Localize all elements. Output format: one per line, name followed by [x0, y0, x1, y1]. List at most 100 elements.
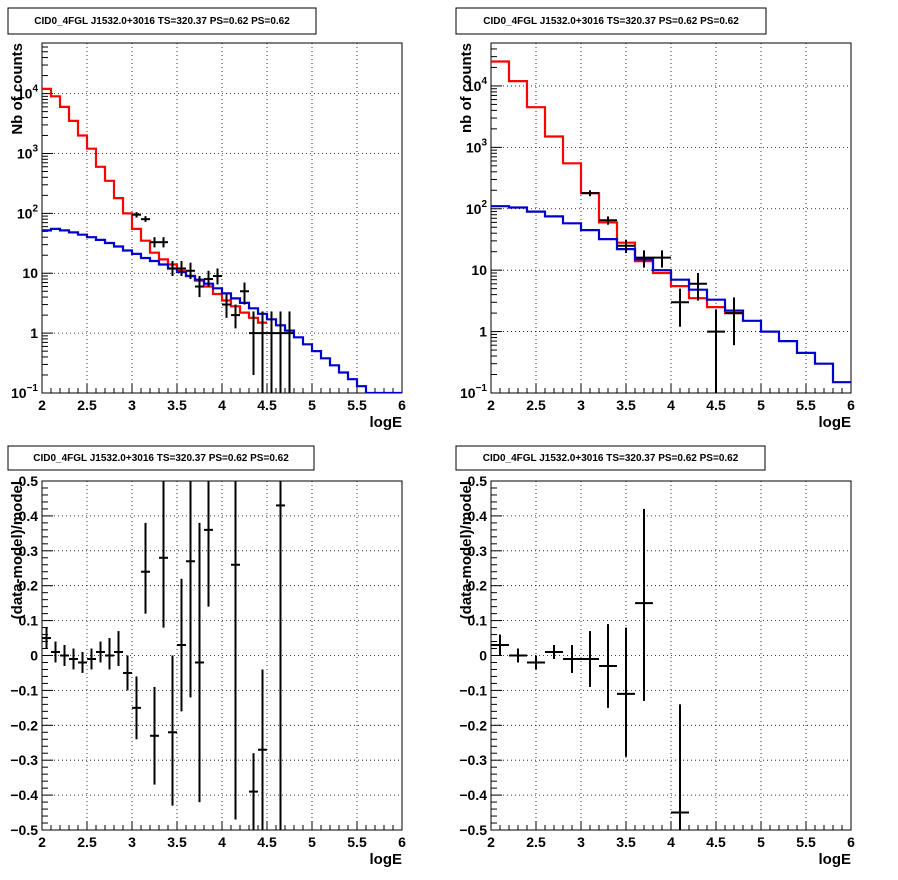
x-tick-label: 3: [128, 834, 136, 850]
residual-point: [42, 627, 51, 649]
data-point: [141, 216, 150, 222]
panel-4: CID0_4FGL J1532.0+3016 TS=320.37 PS=0.62…: [455, 445, 855, 868]
x-tick-label: 5: [757, 397, 765, 413]
data-point: [258, 311, 267, 393]
x-tick-label: 3: [128, 397, 136, 413]
plot-title: CID0_4FGL J1532.0+3016 TS=320.37 PS=0.62…: [34, 16, 290, 27]
x-tick-label: 2: [487, 834, 495, 850]
x-tick-label: 5: [308, 397, 316, 413]
x-tick-label: 5.5: [796, 834, 816, 850]
y-axis-label: Nb of counts: [9, 43, 26, 135]
x-tick-label: 5: [757, 834, 765, 850]
residual-point: [159, 481, 168, 628]
x-tick-label: 3.5: [167, 834, 187, 850]
residual-point: [258, 669, 267, 830]
x-tick-label: 5.5: [796, 397, 816, 413]
model-source-histogram: [491, 205, 851, 384]
panel-1: CID0_4FGL J1532.0+3016 TS=320.37 PS=0.62…: [7, 7, 406, 431]
residual-point: [545, 645, 563, 659]
x-tick-label: 4: [218, 834, 226, 850]
x-tick-label: 2.5: [77, 834, 97, 850]
residual-point: [231, 481, 240, 820]
y-tick-label: 0.1: [19, 613, 39, 629]
residual-point: [491, 634, 509, 656]
x-tick-label: 4.5: [257, 834, 277, 850]
y-axis-label: nb of counts: [458, 43, 475, 133]
y-tick-label: −0.2: [459, 717, 487, 733]
data-point: [635, 250, 653, 268]
x-tick-label: 2.5: [526, 834, 546, 850]
residual-point: [114, 631, 123, 666]
plot-title: CID0_4FGL J1532.0+3016 TS=320.37 PS=0.62…: [33, 453, 289, 464]
data-point: [276, 311, 285, 393]
y-tick-label: −0.3: [459, 752, 487, 768]
model-total-histogram: [42, 87, 267, 324]
x-tick-label: 2.5: [526, 397, 546, 413]
data-point: [689, 272, 707, 301]
y-tick-label: −0.1: [10, 682, 38, 698]
x-tick-label: 3: [577, 834, 585, 850]
x-tick-label: 3: [577, 397, 585, 413]
residual-point: [195, 522, 204, 803]
residual-point: [132, 676, 141, 740]
data-point: [177, 261, 186, 276]
y-tick-label: −0.1: [459, 682, 487, 698]
x-tick-label: 6: [847, 397, 855, 413]
y-tick-label: 0: [479, 648, 487, 664]
y-tick-label: 10−1: [11, 383, 38, 401]
residual-point: [599, 624, 617, 708]
plot-frame: [41, 42, 403, 394]
y-tick-label: 0: [30, 648, 38, 664]
y-tick-label: 102: [466, 199, 488, 217]
model-source-histogram: [42, 227, 402, 393]
plot-title-box: [7, 445, 315, 471]
residual-point: [69, 648, 78, 670]
y-tick-label: 0.4: [19, 508, 39, 524]
x-tick-label: 3.5: [616, 397, 636, 413]
residual-point: [276, 481, 285, 830]
data-point: [599, 216, 617, 225]
y-tick-label: 0.1: [468, 613, 488, 629]
data-point: [150, 237, 159, 248]
data-point: [581, 190, 599, 197]
y-tick-label: 0.5: [468, 473, 488, 489]
data-point: [213, 268, 222, 285]
data-point: [222, 294, 231, 318]
residual-point: [87, 648, 96, 670]
data-point: [725, 297, 743, 346]
y-tick-label: 103: [466, 137, 488, 155]
y-tick-label: 0.5: [19, 473, 39, 489]
residual-point: [563, 645, 581, 673]
panel-2: CID0_4FGL J1532.0+3016 TS=320.37 PS=0.62…: [455, 7, 855, 431]
plot-title-box: [455, 445, 766, 471]
residual-point: [150, 686, 159, 785]
data-point: [186, 262, 195, 280]
y-tick-label: 10: [22, 265, 38, 281]
residual-point: [177, 578, 186, 712]
y-tick-label: −0.5: [10, 822, 38, 838]
residual-point: [635, 508, 653, 701]
x-tick-label: 4.5: [257, 397, 277, 413]
plot-title-box: [7, 7, 317, 35]
y-tick-label: 10−1: [460, 383, 487, 401]
data-point: [195, 275, 204, 298]
x-tick-label: 4: [667, 397, 675, 413]
y-axis-label: (data-model)/model: [458, 481, 475, 619]
plot-title: CID0_4FGL J1532.0+3016 TS=320.37 PS=0.62…: [483, 16, 739, 27]
x-tick-label: 5: [308, 834, 316, 850]
x-tick-label: 4.5: [706, 397, 726, 413]
residual-point: [617, 627, 635, 757]
data-point: [231, 304, 240, 329]
residual-point: [168, 655, 177, 806]
x-axis-label: logE: [819, 414, 852, 431]
residual-point: [249, 753, 258, 830]
y-tick-label: 0.4: [468, 508, 488, 524]
x-tick-label: 2: [38, 397, 46, 413]
data-point: [249, 311, 258, 375]
residual-point: [51, 641, 60, 663]
y-tick-label: 0.2: [468, 578, 488, 594]
data-point: [132, 212, 141, 218]
residual-point: [78, 652, 87, 673]
y-tick-label: −0.4: [459, 787, 487, 803]
